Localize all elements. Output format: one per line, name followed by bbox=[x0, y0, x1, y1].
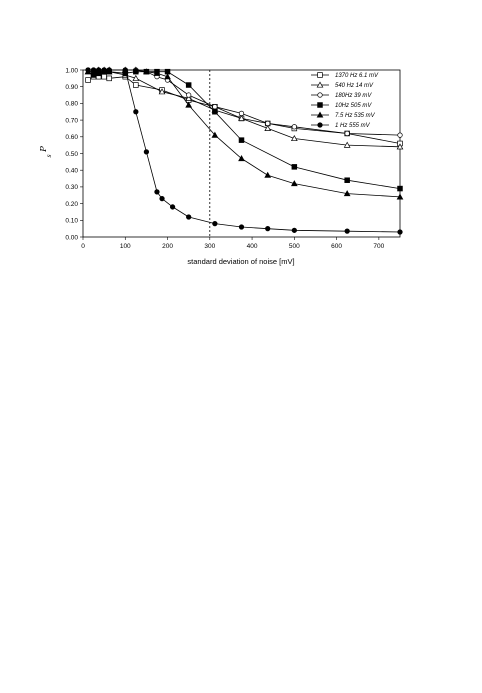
series-6 bbox=[85, 67, 403, 235]
data-point bbox=[290, 134, 298, 142]
y-axis-title: P s bbox=[39, 146, 53, 158]
data-point bbox=[85, 77, 91, 83]
legend-label: 180Hz 39 mV bbox=[335, 93, 372, 99]
data-point bbox=[396, 193, 404, 200]
y-tick-label: 0.50 bbox=[65, 151, 78, 158]
data-point bbox=[238, 224, 245, 230]
data-point bbox=[133, 109, 139, 115]
legend-label: 1 Hz 555 mV bbox=[335, 123, 371, 129]
data-point bbox=[153, 69, 161, 76]
data-point bbox=[291, 124, 297, 130]
data-point bbox=[96, 67, 102, 73]
data-point bbox=[159, 195, 165, 202]
data-point bbox=[186, 92, 192, 98]
legend-label: 1370 Hz 6.1 mV bbox=[335, 73, 379, 79]
legend-marker bbox=[317, 122, 323, 128]
data-point bbox=[143, 68, 150, 75]
data-point bbox=[85, 67, 91, 73]
x-tick-label: 0 bbox=[81, 243, 85, 250]
x-tick-label: 500 bbox=[289, 243, 300, 250]
data-point bbox=[238, 110, 245, 117]
data-point bbox=[101, 67, 107, 73]
data-point bbox=[169, 204, 176, 210]
x-tick-label: 100 bbox=[120, 243, 131, 250]
y-tick-label: 0.10 bbox=[65, 218, 78, 225]
y-tick-label: 0.80 bbox=[65, 101, 78, 108]
data-point bbox=[344, 130, 350, 137]
data-point bbox=[158, 88, 166, 95]
y-tick-label: 1.00 bbox=[65, 67, 78, 74]
data-point bbox=[343, 141, 351, 148]
data-point bbox=[211, 131, 219, 138]
data-point bbox=[344, 177, 350, 183]
data-point bbox=[106, 67, 112, 73]
legend-label: 540 Hz 14 mV bbox=[335, 83, 374, 89]
x-tick-label: 300 bbox=[204, 243, 215, 250]
data-point bbox=[154, 189, 160, 195]
legend-marker bbox=[317, 72, 323, 78]
legend-label: 7.5 Hz 535 mV bbox=[335, 113, 376, 119]
legend-marker bbox=[317, 102, 323, 108]
data-point bbox=[396, 143, 404, 150]
data-point bbox=[264, 171, 272, 178]
data-point bbox=[186, 214, 192, 220]
data-point bbox=[122, 67, 128, 73]
y-tick-label: 0.60 bbox=[65, 134, 78, 141]
data-point bbox=[397, 132, 403, 138]
data-point bbox=[343, 190, 351, 197]
data-point bbox=[132, 66, 140, 73]
x-tick-label: 400 bbox=[247, 243, 258, 250]
data-point bbox=[238, 114, 245, 121]
data-point bbox=[185, 94, 193, 101]
data-point bbox=[264, 124, 272, 132]
data-point bbox=[397, 185, 403, 192]
x-axis-label: standard deviation of noise [mV] bbox=[187, 257, 294, 266]
data-point bbox=[164, 73, 171, 80]
data-point bbox=[132, 74, 140, 81]
data-point bbox=[291, 164, 298, 170]
y-tick-label: 0.40 bbox=[65, 168, 78, 175]
data-point bbox=[106, 75, 112, 82]
data-point bbox=[185, 82, 192, 88]
plot-area: 0.00 0.10 0.20 0.30 0.40 0.50 0.60 0.70 0.80 0.90… bbox=[65, 66, 404, 250]
data-point bbox=[265, 120, 271, 127]
legend-marker bbox=[316, 111, 324, 118]
data-point bbox=[290, 180, 298, 187]
x-tick-label: 700 bbox=[373, 243, 384, 250]
data-point bbox=[90, 67, 97, 73]
x-tick-label: 600 bbox=[331, 243, 342, 250]
legend-marker bbox=[317, 92, 323, 98]
data-point bbox=[265, 226, 271, 232]
legend: 1370 Hz 6.1 mV 540 Hz 14 mV 180Hz 39 mV 10H… bbox=[311, 72, 379, 129]
legend-marker bbox=[316, 81, 324, 88]
y-axis-label-subscript: s bbox=[46, 154, 53, 157]
legend-label: 10Hz 505 mV bbox=[335, 103, 372, 109]
data-point bbox=[212, 104, 218, 110]
data-point bbox=[185, 101, 193, 108]
y-tick-label: 0.90 bbox=[65, 84, 78, 91]
data-point bbox=[101, 73, 107, 80]
data-point bbox=[344, 228, 350, 234]
y-tick-label: 0.20 bbox=[65, 201, 78, 208]
y-tick-label: 0.30 bbox=[65, 184, 78, 191]
data-point bbox=[143, 149, 150, 155]
data-point bbox=[291, 227, 297, 233]
y-tick-label: 0.00 bbox=[65, 234, 78, 241]
data-point bbox=[212, 108, 218, 115]
data-point bbox=[238, 155, 245, 162]
data-point bbox=[238, 137, 245, 143]
data-point bbox=[212, 221, 218, 227]
x-tick-label: 200 bbox=[162, 243, 173, 250]
y-axis-label: P bbox=[39, 146, 49, 153]
data-point bbox=[133, 82, 139, 88]
y-tick-label: 0.70 bbox=[65, 117, 78, 124]
data-point bbox=[397, 229, 403, 235]
